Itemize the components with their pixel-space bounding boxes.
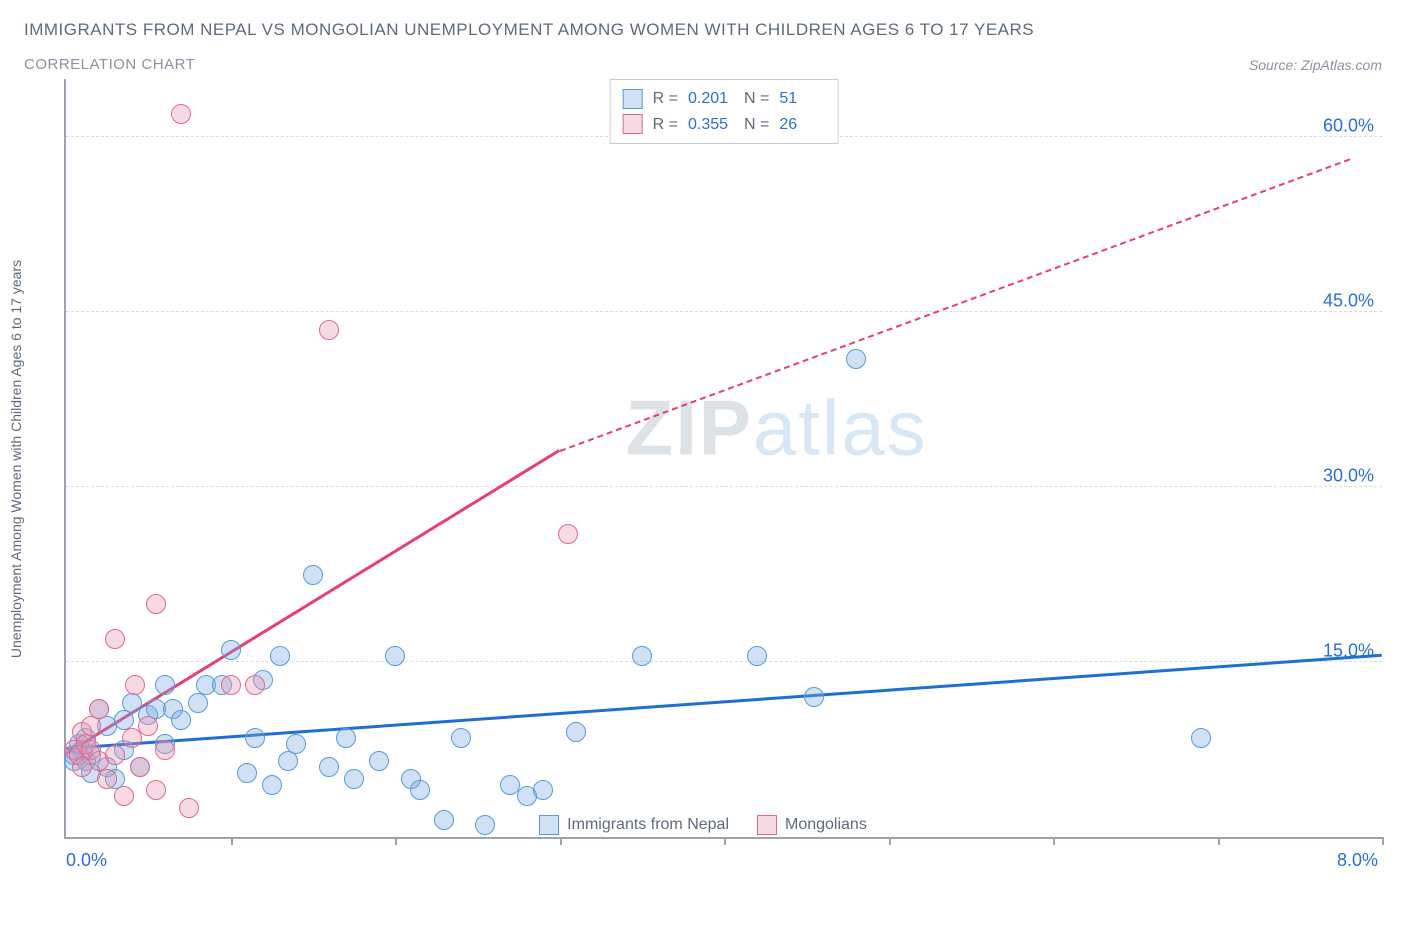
data-point-mongolian <box>146 780 166 800</box>
data-point-mongolian <box>558 524 578 544</box>
data-point-nepal <box>221 640 241 660</box>
stat-n-mongolian: 26 <box>779 112 825 138</box>
data-point-nepal <box>262 775 282 795</box>
data-point-mongolian <box>105 745 125 765</box>
data-point-nepal <box>237 763 257 783</box>
data-point-nepal <box>804 687 824 707</box>
data-point-nepal <box>566 722 586 742</box>
stats-box: R = 0.201 N = 51 R = 0.355 N = 26 <box>610 79 839 144</box>
data-point-nepal <box>475 815 495 835</box>
gridline <box>66 661 1382 662</box>
y-axis-label: Unemployment Among Women with Children A… <box>8 260 24 658</box>
stat-label-n: N = <box>744 86 769 112</box>
data-point-mongolian <box>130 757 150 777</box>
data-point-mongolian <box>319 320 339 340</box>
trend-line <box>559 159 1349 452</box>
data-point-mongolian <box>114 786 134 806</box>
data-point-nepal <box>278 751 298 771</box>
x-tick <box>889 837 891 845</box>
data-point-nepal <box>747 646 767 666</box>
watermark: ZIPatlas <box>626 382 928 473</box>
data-point-nepal <box>632 646 652 666</box>
watermark-atlas: atlas <box>753 383 928 471</box>
data-point-nepal <box>303 565 323 585</box>
y-tick-label: 45.0% <box>1323 291 1374 312</box>
stat-n-nepal: 51 <box>779 86 825 112</box>
data-point-mongolian <box>81 716 101 736</box>
plot-area: R = 0.201 N = 51 R = 0.355 N = 26 ZIPatl… <box>64 79 1382 839</box>
stat-label-n: N = <box>744 112 769 138</box>
data-point-nepal <box>336 728 356 748</box>
stats-row-mongolian: R = 0.355 N = 26 <box>623 112 826 138</box>
data-point-nepal <box>155 675 175 695</box>
swatch-nepal <box>623 89 643 109</box>
data-point-nepal <box>245 728 265 748</box>
stat-label-r: R = <box>653 86 678 112</box>
data-point-nepal <box>846 349 866 369</box>
data-point-nepal <box>188 693 208 713</box>
data-point-nepal <box>451 728 471 748</box>
stats-row-nepal: R = 0.201 N = 51 <box>623 86 826 112</box>
x-axis-min: 0.0% <box>66 850 107 871</box>
x-tick <box>560 837 562 845</box>
data-point-mongolian <box>125 675 145 695</box>
watermark-zip: ZIP <box>626 383 753 471</box>
gridline <box>66 311 1382 312</box>
x-tick <box>231 837 233 845</box>
data-point-mongolian <box>97 769 117 789</box>
data-point-mongolian <box>89 699 109 719</box>
x-tick <box>1053 837 1055 845</box>
source-label: Source: ZipAtlas.com <box>1249 57 1382 73</box>
x-tick <box>395 837 397 845</box>
data-point-mongolian <box>245 675 265 695</box>
page-subtitle: CORRELATION CHART <box>24 56 195 73</box>
data-point-nepal <box>319 757 339 777</box>
data-point-nepal <box>410 780 430 800</box>
x-axis-max: 8.0% <box>1337 850 1378 871</box>
swatch-mongolian <box>623 114 643 134</box>
data-point-nepal <box>385 646 405 666</box>
stat-r-mongolian: 0.355 <box>688 112 734 138</box>
data-point-mongolian <box>221 675 241 695</box>
data-point-mongolian <box>105 629 125 649</box>
data-point-nepal <box>369 751 389 771</box>
data-point-mongolian <box>155 740 175 760</box>
data-point-nepal <box>270 646 290 666</box>
data-point-nepal <box>286 734 306 754</box>
data-point-nepal <box>533 780 553 800</box>
data-point-nepal <box>344 769 364 789</box>
data-point-nepal <box>171 710 191 730</box>
data-point-nepal <box>434 810 454 830</box>
stat-r-nepal: 0.201 <box>688 86 734 112</box>
x-tick <box>1218 837 1220 845</box>
data-point-mongolian <box>179 798 199 818</box>
data-point-mongolian <box>138 716 158 736</box>
data-point-mongolian <box>171 104 191 124</box>
y-tick-label: 60.0% <box>1323 116 1374 137</box>
data-point-nepal <box>1191 728 1211 748</box>
correlation-chart: Unemployment Among Women with Children A… <box>24 79 1382 839</box>
x-tick <box>1382 837 1384 845</box>
y-tick-label: 30.0% <box>1323 466 1374 487</box>
stat-label-r: R = <box>653 112 678 138</box>
page-title: IMMIGRANTS FROM NEPAL VS MONGOLIAN UNEMP… <box>24 20 1034 40</box>
data-point-mongolian <box>146 594 166 614</box>
x-tick <box>724 837 726 845</box>
gridline <box>66 486 1382 487</box>
